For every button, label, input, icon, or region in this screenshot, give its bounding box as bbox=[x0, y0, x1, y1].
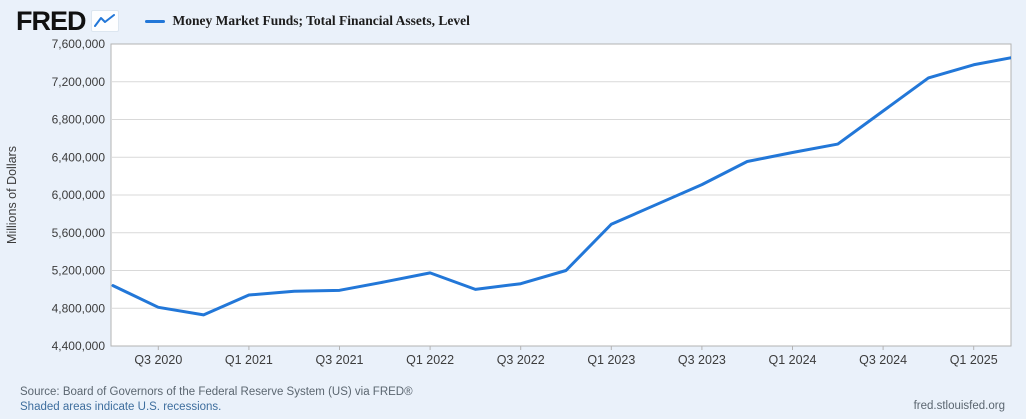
x-tick-label: Q3 2023 bbox=[678, 353, 726, 367]
x-tick-label: Q1 2023 bbox=[587, 353, 635, 367]
x-tick-label: Q3 2022 bbox=[497, 353, 545, 367]
legend-line-marker bbox=[144, 19, 165, 23]
header: FRED Money Market Funds; Total Financial… bbox=[16, 6, 1010, 36]
source-text: Source: Board of Governors of the Federa… bbox=[20, 386, 413, 398]
recession-note-link[interactable]: Shaded areas indicate U.S. recessions. bbox=[20, 401, 222, 413]
fred-logo[interactable]: FRED bbox=[16, 5, 119, 36]
y-tick-label: 6,000,000 bbox=[52, 188, 106, 202]
y-tick-label: 4,800,000 bbox=[52, 301, 106, 315]
x-tick-label: Q1 2021 bbox=[225, 353, 273, 367]
x-tick-label: Q1 2024 bbox=[769, 353, 817, 367]
y-tick-label: 5,200,000 bbox=[52, 264, 106, 278]
y-tick-label: 5,600,000 bbox=[52, 226, 106, 240]
fred-logo-text: FRED bbox=[16, 5, 86, 36]
y-tick-label: 7,600,000 bbox=[52, 37, 106, 51]
line-chart-icon bbox=[90, 10, 119, 32]
x-tick-label: Q3 2024 bbox=[859, 353, 907, 367]
series-line-money-market-funds[interactable] bbox=[111, 56, 1019, 317]
y-axis-title: Millions of Dollars bbox=[5, 146, 19, 244]
chart-canvas: 4,400,000 4,800,000 5,200,000 5,600,000 6,00… bbox=[5, 37, 1019, 367]
site-url-text: fred.stlouisfed.org bbox=[913, 400, 1005, 412]
y-tick-label: 4,400,000 bbox=[52, 339, 106, 353]
legend-series-label[interactable]: Money Market Funds; Total Financial Asse… bbox=[172, 13, 470, 28]
x-tick-label: Q3 2021 bbox=[316, 353, 364, 367]
x-tick-label: Q1 2022 bbox=[406, 353, 454, 367]
x-tick-label: Q3 2020 bbox=[134, 353, 182, 367]
footer-notes: Source: Board of Governors of the Federa… bbox=[20, 385, 413, 415]
y-tick-label: 7,200,000 bbox=[52, 75, 106, 89]
y-tick-label: 6,800,000 bbox=[52, 113, 106, 127]
x-tick-label: Q1 2025 bbox=[950, 353, 998, 367]
legend: Money Market Funds; Total Financial Asse… bbox=[144, 13, 470, 29]
y-tick-label: 6,400,000 bbox=[52, 150, 106, 164]
